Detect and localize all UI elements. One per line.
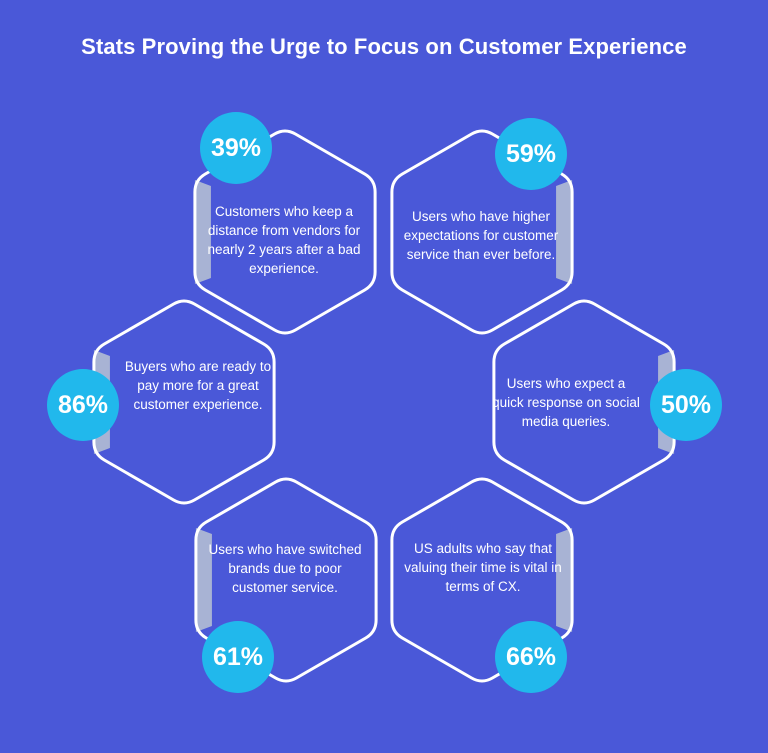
stat-text-86: Buyers who are ready to pay more for a g… (124, 359, 272, 412)
hexagon-66-shade (556, 528, 573, 632)
hexagon-61 (194, 477, 378, 683)
stat-badge-66: 66% (495, 621, 567, 693)
stat-badge-61: 61% (202, 621, 274, 693)
stat-text-66: US adults who say that valuing their tim… (404, 541, 562, 594)
hexagon-61-shade (195, 528, 212, 632)
hexagon-59 (390, 129, 574, 335)
stat-badge-59: 59% (495, 118, 567, 190)
stat-text-61: Users who have switched brands due to po… (208, 542, 362, 595)
stat-badge-39: 39% (200, 112, 272, 184)
page-title: Stats Proving the Urge to Focus on Custo… (81, 34, 687, 59)
stat-text-50: Users who expect a quick response on soc… (492, 376, 640, 429)
hexagon-50 (492, 299, 676, 505)
stat-text-39: Customers who keep a distance from vendo… (207, 204, 361, 276)
stat-badge-50: 50% (650, 369, 722, 441)
stat-badge-86: 86% (47, 369, 119, 441)
hexagon-66 (390, 477, 574, 683)
hexagon-59-shade (556, 180, 573, 284)
hexagon-86 (92, 299, 276, 505)
hexagon-39-shade (194, 180, 211, 284)
stat-text-59: Users who have higher expectations for c… (403, 209, 559, 262)
hexagon-39 (193, 129, 377, 335)
